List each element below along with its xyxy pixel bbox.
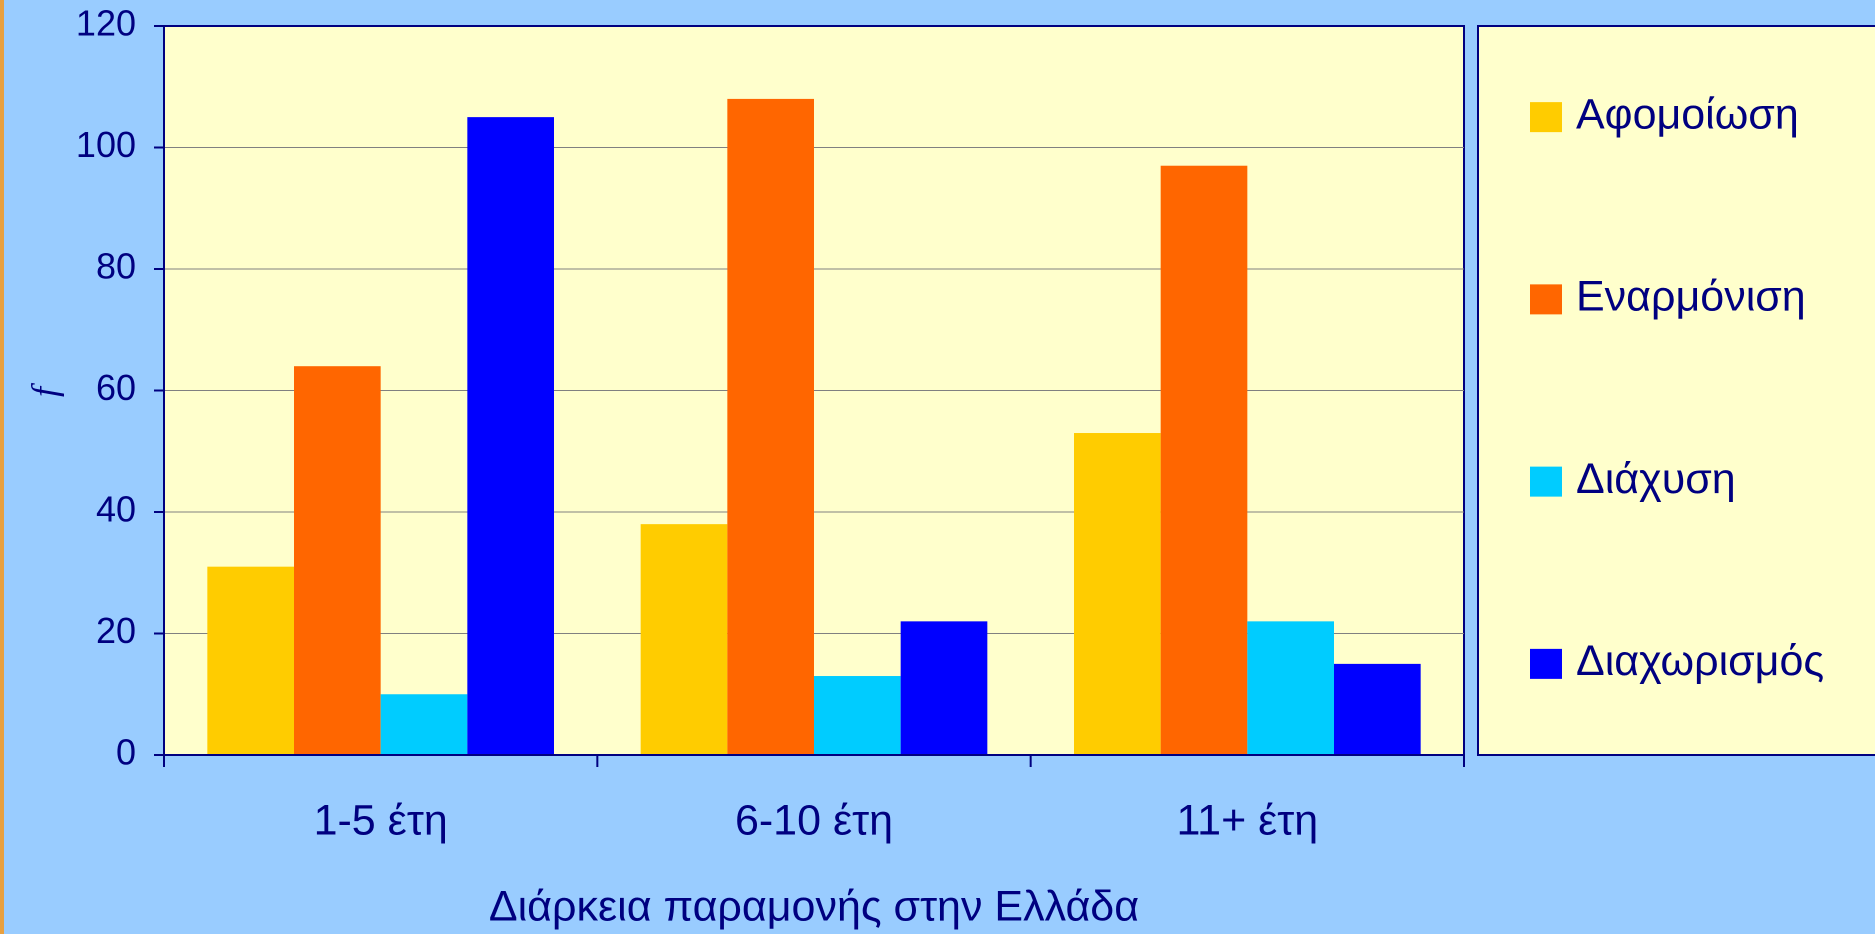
y-tick-label: 120 xyxy=(76,3,136,44)
y-tick-label: 20 xyxy=(96,610,136,651)
bar xyxy=(1160,165,1248,756)
y-axis-title: f xyxy=(24,382,64,397)
bar xyxy=(1074,433,1161,755)
left-border xyxy=(0,0,4,934)
legend-swatch xyxy=(1530,648,1562,679)
y-tick-label: 80 xyxy=(96,246,136,287)
bar xyxy=(640,524,728,755)
bar xyxy=(467,117,554,755)
legend-label: Εναρμόνιση xyxy=(1576,273,1806,321)
legend-label: Διάχυση xyxy=(1576,455,1736,503)
x-tick-label: 1-5 έτη xyxy=(314,796,448,844)
bar xyxy=(380,694,468,755)
y-tick-label: 0 xyxy=(116,732,136,773)
bar xyxy=(900,621,988,755)
bar xyxy=(814,676,901,755)
x-tick-label: 11+ έτη xyxy=(1176,796,1318,844)
bar xyxy=(727,98,814,755)
y-tick-label: 40 xyxy=(96,489,136,530)
bar xyxy=(1247,621,1334,755)
x-tick-label: 6-10 έτη xyxy=(735,796,893,844)
legend-swatch xyxy=(1530,466,1562,497)
bar xyxy=(294,366,381,755)
bar xyxy=(207,566,294,755)
y-tick-label: 60 xyxy=(96,367,136,408)
legend-label: Διαχωρισμός xyxy=(1576,637,1824,685)
bar xyxy=(1334,663,1421,755)
x-axis-title: Διάρκεια παραμονής στην Ελλάδα xyxy=(489,882,1139,930)
y-tick-label: 100 xyxy=(76,124,136,165)
legend-swatch xyxy=(1530,284,1562,315)
legend-label: Αφομοίωση xyxy=(1576,90,1799,138)
legend-swatch xyxy=(1530,102,1562,133)
legend-box xyxy=(1477,25,1875,756)
